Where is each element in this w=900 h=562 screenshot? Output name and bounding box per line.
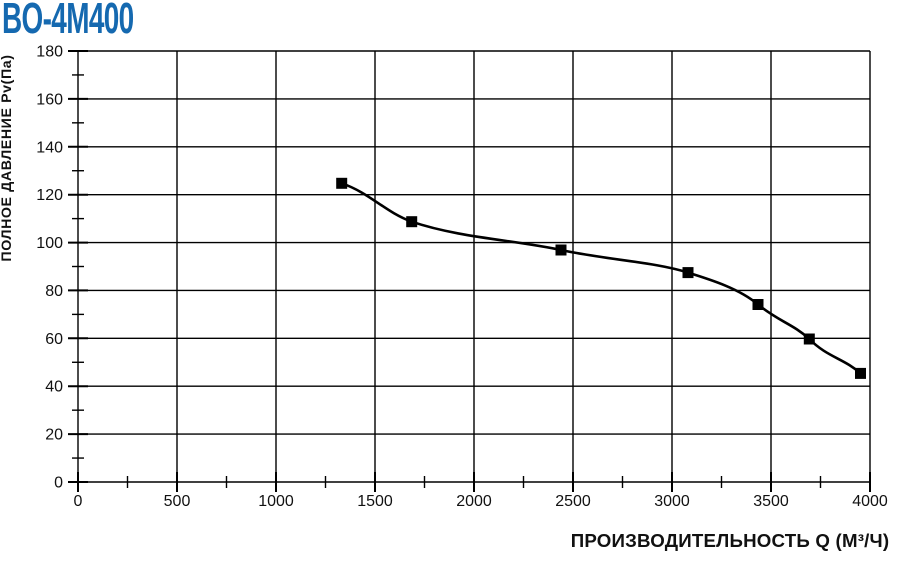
- svg-text:180: 180: [36, 44, 63, 61]
- svg-text:3500: 3500: [753, 493, 789, 510]
- svg-text:1500: 1500: [357, 493, 393, 510]
- svg-text:ПОЛНОЕ ДАВЛЕНИЕ Pv(Па): ПОЛНОЕ ДАВЛЕНИЕ Pv(Па): [0, 54, 15, 261]
- svg-text:3000: 3000: [654, 493, 690, 510]
- svg-text:2500: 2500: [555, 493, 591, 510]
- svg-text:2000: 2000: [456, 493, 492, 510]
- svg-text:1000: 1000: [258, 493, 294, 510]
- svg-text:0: 0: [74, 493, 83, 510]
- svg-text:60: 60: [45, 331, 63, 348]
- svg-text:20: 20: [45, 427, 63, 444]
- svg-text:500: 500: [164, 493, 191, 510]
- svg-text:ПРОИЗВОДИТЕЛЬНОСТЬ Q (М³/Ч): ПРОИЗВОДИТЕЛЬНОСТЬ Q (М³/Ч): [571, 530, 890, 551]
- svg-text:160: 160: [36, 91, 63, 108]
- svg-text:0: 0: [54, 475, 63, 492]
- svg-text:4000: 4000: [852, 493, 888, 510]
- svg-text:100: 100: [36, 235, 63, 252]
- svg-text:40: 40: [45, 379, 63, 396]
- svg-text:140: 140: [36, 139, 63, 156]
- svg-text:80: 80: [45, 283, 63, 300]
- svg-text:120: 120: [36, 187, 63, 204]
